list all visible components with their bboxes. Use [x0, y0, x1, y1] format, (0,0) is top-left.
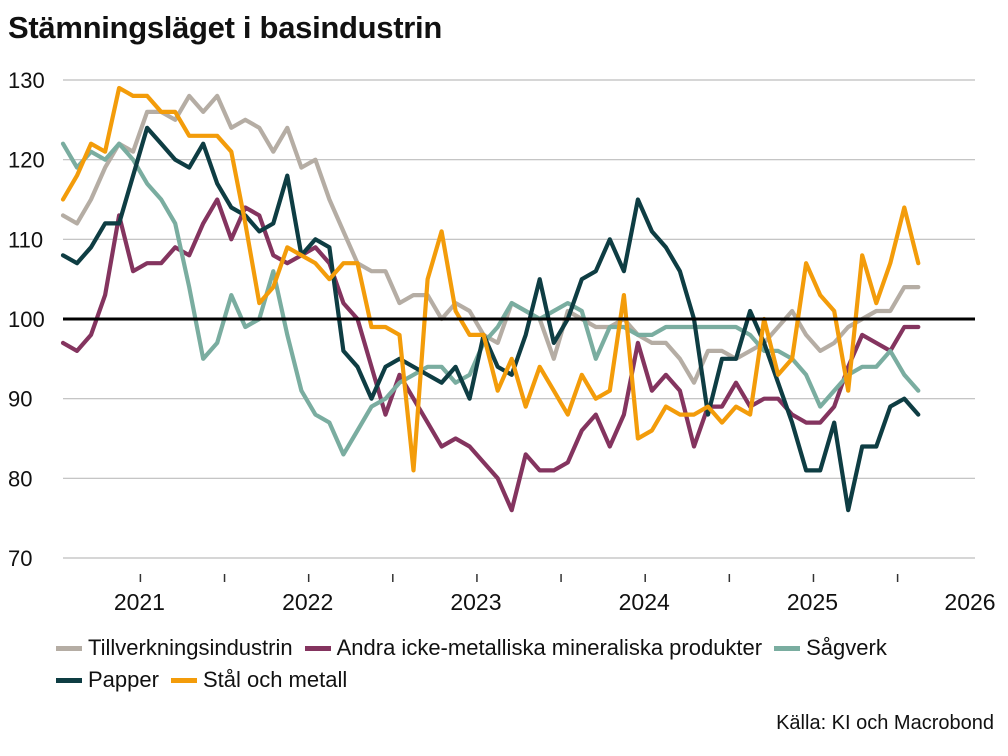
legend-swatch: [304, 645, 331, 651]
legend-swatch: [56, 645, 82, 651]
legend-item-tillverkningsindustrin: Tillverkningsindustrin: [56, 635, 293, 661]
y-tick-label-70: 70: [8, 546, 32, 571]
x-axis: 2021 2022 2023 2024 2025 2026: [114, 574, 996, 615]
legend-row-2: Papper Stål och metall: [56, 664, 1001, 696]
legend-label: Papper: [88, 667, 159, 692]
x-tick-label-2021: 2021: [114, 589, 165, 615]
source-note: Källa: KI och Macrobond: [776, 712, 994, 734]
y-tick-label-130: 130: [8, 68, 45, 93]
legend-item-papper: Papper: [56, 667, 159, 693]
chart-title: Stämningsläget i basindustrin: [8, 10, 442, 45]
x-tick-label-2024: 2024: [619, 589, 670, 615]
series-line-2: [60, 141, 921, 457]
series-line-4: [60, 85, 921, 473]
x-tick-label-2026: 2026: [944, 589, 995, 615]
legend-item-sagverk: Sågverk: [774, 635, 887, 661]
y-tick-label-100: 100: [8, 307, 45, 332]
legend-label: Sågverk: [806, 635, 887, 660]
legend-item-stal-och-metall: Stål och metall: [170, 667, 348, 693]
legend-swatch: [170, 677, 197, 683]
series-line-3: [60, 125, 921, 513]
legend-label: Andra icke-metalliska mineraliska produk…: [336, 635, 763, 660]
series-line-0: [60, 93, 921, 385]
legend-swatch: [774, 645, 801, 651]
y-tick-label-80: 80: [8, 466, 32, 491]
y-tick-label-120: 120: [8, 148, 45, 173]
x-tick-label-2023: 2023: [450, 589, 501, 615]
legend-row-1: Tillverkningsindustrin Andra icke-metall…: [56, 632, 1001, 664]
legend: Tillverkningsindustrin Andra icke-metall…: [56, 632, 1001, 696]
legend-label: Tillverkningsindustrin: [88, 635, 293, 660]
legend-label: Stål och metall: [202, 667, 348, 692]
x-tick-label-2025: 2025: [787, 589, 838, 615]
legend-item-andra-icke-metalliska: Andra icke-metalliska mineraliska produk…: [304, 635, 763, 661]
y-axis-ticks: 70 80 90 100 110 120 130: [8, 68, 45, 571]
series-lines: [60, 85, 921, 513]
x-tick-label-2022: 2022: [282, 589, 333, 615]
y-tick-label-110: 110: [8, 227, 43, 252]
y-tick-label-90: 90: [8, 387, 32, 412]
legend-swatch: [56, 677, 82, 683]
series-line-1: [60, 197, 921, 513]
